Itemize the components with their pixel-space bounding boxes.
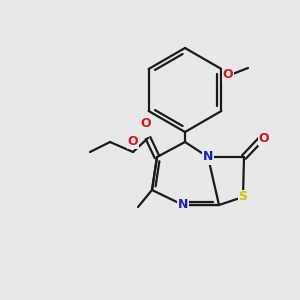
Text: S: S (238, 190, 247, 203)
Text: O: O (223, 68, 233, 82)
Text: O: O (128, 135, 138, 148)
Text: N: N (178, 199, 188, 212)
Text: O: O (259, 131, 269, 145)
Text: O: O (141, 117, 151, 130)
Text: N: N (203, 151, 213, 164)
